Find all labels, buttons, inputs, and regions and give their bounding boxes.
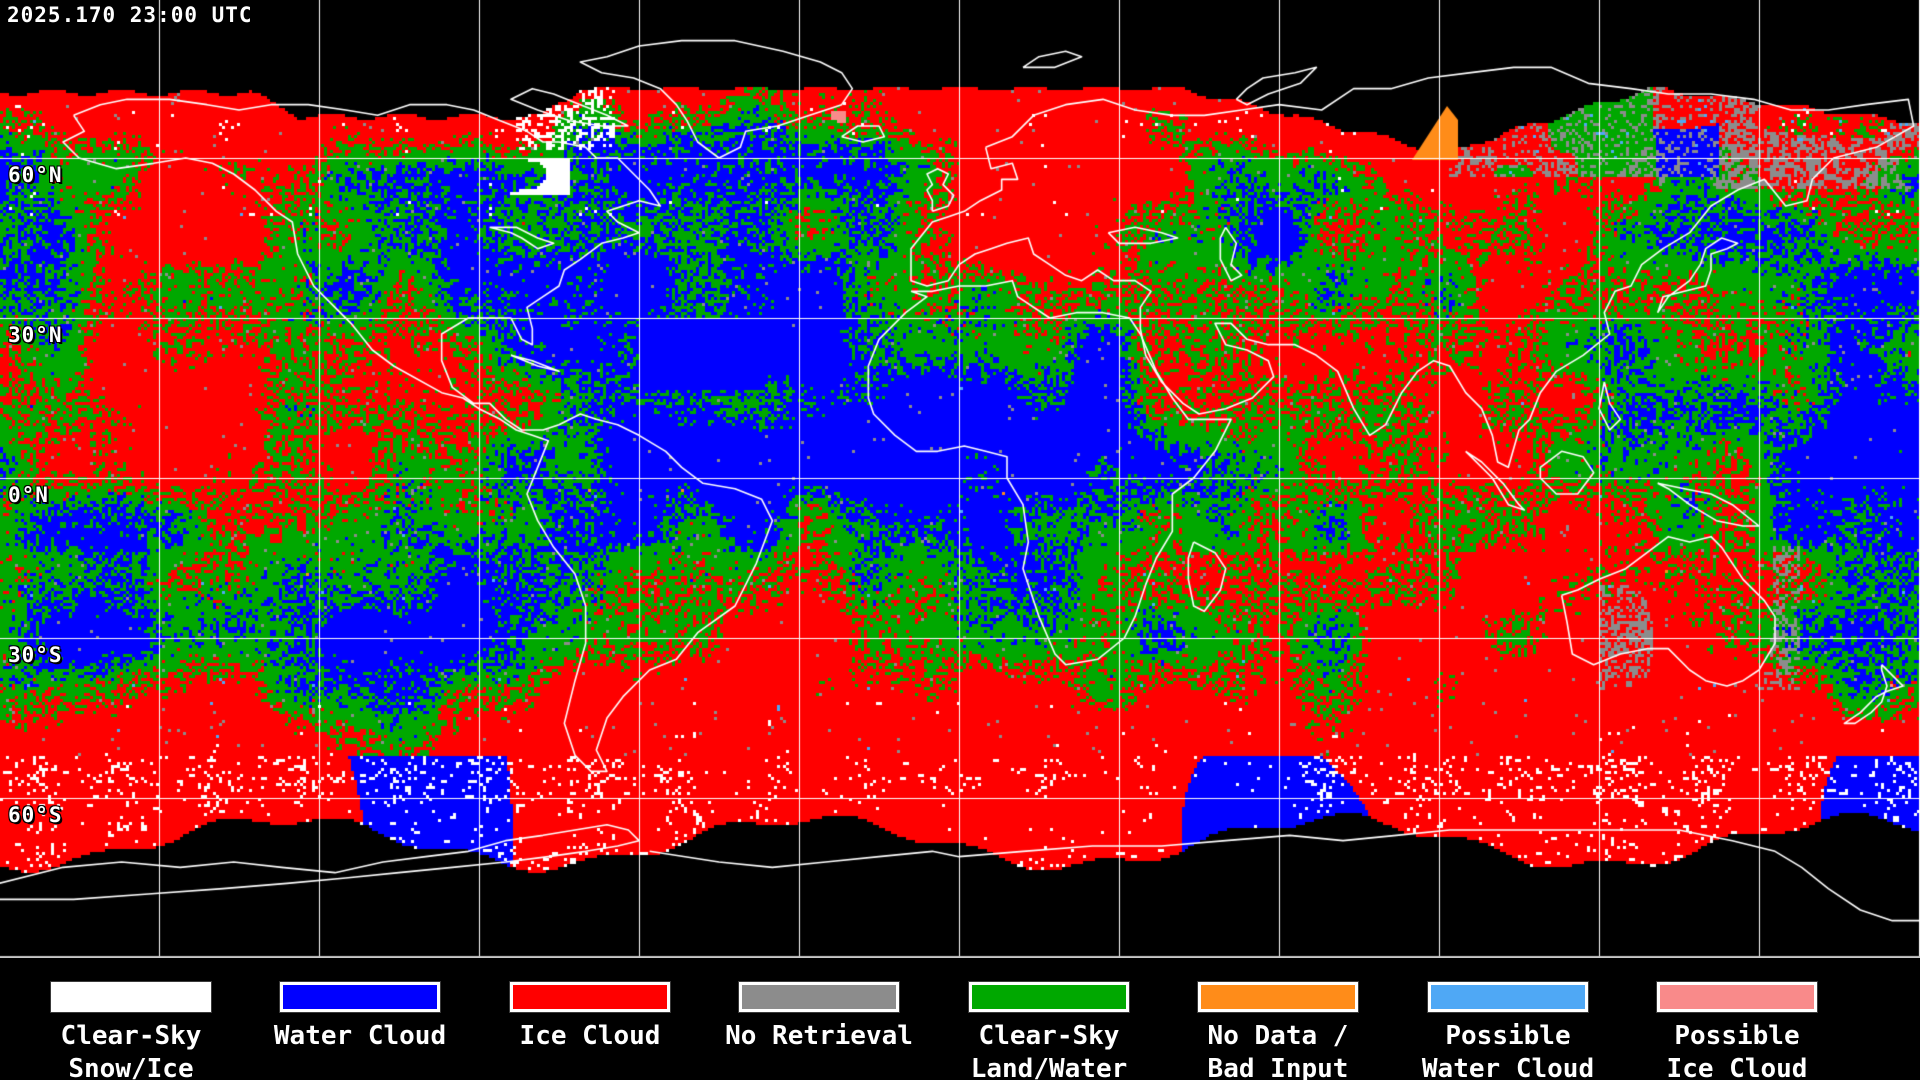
- legend-label: Water Cloud: [1421, 1054, 1595, 1080]
- legend-label: Possible: [1674, 1021, 1800, 1051]
- legend-item-possible-water-cloud: Possible Water Cloud: [1388, 958, 1628, 1080]
- no-data-bad-input-swatch: [1197, 981, 1359, 1013]
- legend-label: Water Cloud: [273, 1021, 447, 1051]
- legend-label: No Data /: [1207, 1021, 1349, 1051]
- legend-label: Clear-Sky: [60, 1021, 202, 1051]
- legend-label: Clear-Sky: [978, 1021, 1120, 1051]
- legend: Clear-Sky Snow/Ice Water Cloud Ice Cloud No …: [0, 958, 1920, 1080]
- clear-sky-land-water-swatch: [968, 981, 1130, 1013]
- legend-item-clear-sky-land-water: Clear-Sky Land/Water: [929, 958, 1169, 1080]
- legend-label: Land/Water: [970, 1054, 1128, 1080]
- timestamp: 2025.170 23:00 UTC: [7, 3, 253, 27]
- legend-item-possible-ice-cloud: Possible Ice Cloud: [1617, 958, 1857, 1080]
- lat-label-0n: 0°N: [8, 483, 49, 507]
- legend-label: Ice Cloud: [1666, 1054, 1808, 1080]
- legend-item-no-retrieval: No Retrieval: [699, 958, 939, 1053]
- legend-label: No Retrieval: [725, 1021, 913, 1051]
- lat-label-30n: 30°N: [8, 323, 63, 347]
- legend-label: Possible: [1445, 1021, 1571, 1051]
- no-retrieval-swatch: [738, 981, 900, 1013]
- lat-label-60n: 60°N: [8, 163, 63, 187]
- possible-water-cloud-swatch: [1427, 981, 1589, 1013]
- world-map-canvas: [0, 0, 1920, 958]
- lat-label-30s: 30°S: [8, 643, 63, 667]
- clear-sky-snow-ice-swatch: [50, 981, 212, 1013]
- legend-label: Bad Input: [1207, 1054, 1349, 1080]
- water-cloud-swatch: [279, 981, 441, 1013]
- lat-label-60s: 60°S: [8, 803, 63, 827]
- possible-ice-cloud-swatch: [1656, 981, 1818, 1013]
- legend-item-clear-sky-snow-ice: Clear-Sky Snow/Ice: [11, 958, 251, 1080]
- legend-item-water-cloud: Water Cloud: [240, 958, 480, 1053]
- legend-label: Ice Cloud: [519, 1021, 661, 1051]
- ice-cloud-swatch: [509, 981, 671, 1013]
- legend-item-no-data-bad-input: No Data / Bad Input: [1158, 958, 1398, 1080]
- legend-item-ice-cloud: Ice Cloud: [470, 958, 710, 1053]
- legend-label: Snow/Ice: [68, 1054, 194, 1080]
